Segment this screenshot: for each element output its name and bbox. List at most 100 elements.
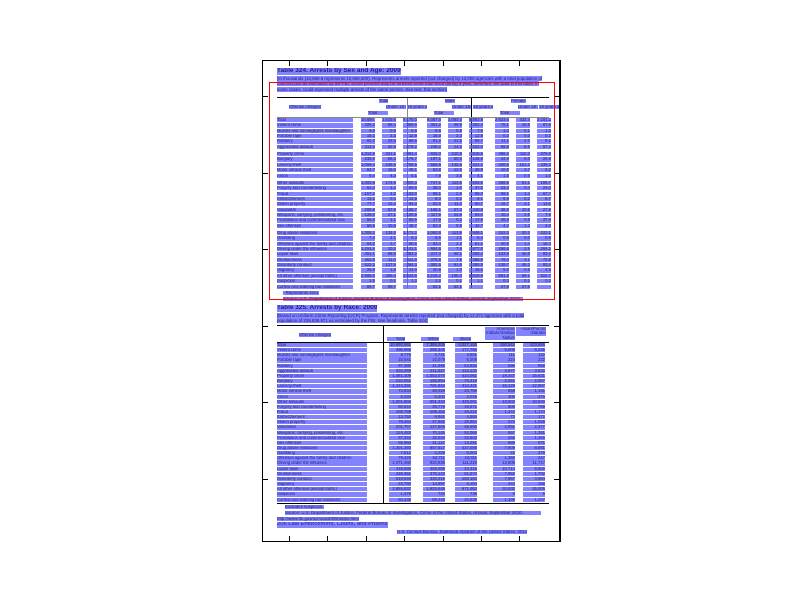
table-row: Larceny-theft 1,006.4 246.9 759.5 566.8 145.6… bbox=[277, 162, 551, 168]
table-row: Suspicion 1,476 726 736 8 6 bbox=[277, 492, 549, 497]
table-cell: 9,775 bbox=[389, 353, 411, 358]
table-cell: 0.2 bbox=[516, 196, 530, 202]
table-cell: 421.2 bbox=[469, 162, 483, 167]
tick-mark bbox=[263, 96, 268, 97]
table-cell: 27.9 bbox=[537, 207, 551, 212]
table-cell: 89.7 bbox=[361, 284, 375, 289]
table-cell: 111 bbox=[493, 353, 515, 358]
table-cell: 138.7 bbox=[403, 207, 417, 212]
table-cell: 1,515.6 bbox=[382, 118, 396, 123]
tick-mark bbox=[366, 61, 367, 66]
table-cell: 443 bbox=[493, 482, 515, 487]
table-row: Fraud 159,788 108,163 49,210 1,242 1,173 bbox=[277, 409, 549, 415]
table-cell: 256.8 bbox=[495, 180, 509, 186]
tick-mark bbox=[481, 536, 482, 541]
table-cell: 2.7 bbox=[516, 168, 530, 173]
table-cell: 884.8 bbox=[427, 247, 441, 252]
table-cell: 15.2 bbox=[361, 134, 375, 139]
table-cell: 10,079 bbox=[423, 358, 445, 363]
table-cell: 222.1 bbox=[537, 231, 551, 236]
table-cell: 259.2 bbox=[469, 252, 483, 257]
table-cell: 0.2 bbox=[448, 218, 462, 223]
table-cell: 7,389,208 bbox=[423, 343, 445, 348]
table-cell: 13.2 bbox=[361, 196, 375, 202]
table-cell: 100.9 bbox=[403, 212, 417, 218]
table-row: Weapons; carrying, possessing, etc. 128.0… bbox=[277, 212, 551, 218]
table-cell: 2,377 bbox=[523, 425, 545, 430]
table-cell: 6.9 bbox=[495, 196, 509, 202]
table-cell: 11.3 bbox=[448, 202, 462, 207]
table-cell: 522.2 bbox=[361, 263, 375, 268]
table-cell: 108,163 bbox=[423, 409, 445, 415]
table-cell: 1,141.1 bbox=[403, 247, 417, 252]
table-row: Suspicion 1.5 0.2 1.3 1.2 0.1 1.1 0.3 0.1 0.2 bbox=[277, 279, 551, 284]
table-cell: 29,954 bbox=[455, 420, 477, 425]
table-cell: 79,429 bbox=[389, 456, 411, 461]
table-cell: 2,087 bbox=[523, 379, 545, 384]
table-row: Motor vehicle theft 73,834 48,029 23,766 858… bbox=[277, 389, 549, 394]
row-label: Weapons; carrying, possessing, etc. bbox=[277, 212, 353, 218]
table-row: Other assaults 1,001,856 651,333 328,001 13,… bbox=[277, 399, 549, 405]
row-label: Arson bbox=[277, 173, 353, 178]
selection-rectangle bbox=[269, 82, 555, 300]
table-cell: 23,766 bbox=[455, 389, 477, 394]
table-cell: 1,001,856 bbox=[389, 399, 411, 404]
table-cell: 5.4 bbox=[469, 236, 483, 241]
table-cell: 13,609 bbox=[493, 461, 515, 466]
row-label: Motor vehicle theft bbox=[277, 389, 367, 394]
document-page: Table 324. Arrests by Sex and Age: 2009 … bbox=[262, 60, 561, 542]
row-label: Burglary bbox=[277, 157, 353, 162]
table-cell: - bbox=[469, 284, 483, 289]
table-cell: 22 bbox=[493, 451, 515, 456]
table-cell: 934,935 bbox=[423, 461, 445, 466]
table-cell: 622.7 bbox=[537, 273, 551, 278]
row-label: Offenses against the family and children bbox=[277, 456, 367, 461]
table-cell: 312.0 bbox=[361, 144, 375, 149]
table-cell: 58.1 bbox=[448, 252, 462, 257]
row-label: Driving under the influence bbox=[277, 461, 367, 466]
table-row: Robbery 97,380 41,999 53,826 596 959 bbox=[277, 363, 549, 369]
column-group-header: Total bbox=[379, 98, 389, 103]
table-cell: 432.4 bbox=[516, 118, 530, 123]
table-cell: 0.2 bbox=[382, 279, 396, 284]
row-label: Aggravated assault bbox=[277, 368, 367, 373]
table-row: Fraud 157.2 4.2 153.0 88.1 2.8 85.3 69.1 1.4 67.7 bbox=[277, 191, 551, 197]
table-cell: 197.1 bbox=[427, 157, 441, 162]
table-cell: 0.2 bbox=[537, 134, 551, 139]
table-cell: 101.3 bbox=[516, 162, 530, 167]
table-cell: 0.2 bbox=[448, 196, 462, 202]
row-label: Total bbox=[277, 118, 353, 123]
table-cell: 3.0 bbox=[537, 223, 551, 228]
table-cell: 2,051 bbox=[493, 379, 515, 384]
table-cell: 175.7 bbox=[403, 157, 417, 162]
table-cell: 15,631 bbox=[523, 373, 545, 379]
table-cell: 2,623.6 bbox=[495, 118, 509, 123]
table-cell: 1.2 bbox=[516, 223, 530, 228]
table-row: Arson 9.4 4.3 5.1 7.9 3.8 4.1 1.5 0.5 1.0 bbox=[277, 173, 551, 179]
row-label: Disorderly conduct bbox=[277, 476, 367, 482]
table-cell: 177,766 bbox=[455, 348, 477, 353]
table-row: Forgery and counterfeiting 60,844 39,779 19… bbox=[277, 404, 549, 410]
table-cell: 6.7 bbox=[537, 196, 551, 202]
table-cell: 1,003.9 bbox=[361, 180, 375, 186]
page-footer-source: U.S. Census Bureau, Statistical Abstract… bbox=[397, 530, 528, 535]
table-cell: 1,360 bbox=[493, 456, 515, 461]
table-cell: 64.7 bbox=[361, 168, 375, 173]
table-cell: 566.8 bbox=[427, 162, 441, 167]
row-label: Disorderly conduct bbox=[277, 263, 353, 268]
table-cell: 2.3 bbox=[382, 134, 396, 139]
column-header: American Indian/Alaskan Native bbox=[485, 327, 515, 341]
table-cell: 24,911 bbox=[455, 456, 477, 461]
table-cell: 11,717 bbox=[523, 461, 545, 466]
table-row: Sex offenses 56.5 10.8 45.7 52.3 9.6 42.7 4.2 1.… bbox=[277, 223, 551, 229]
table-cell: 2,955,637 bbox=[389, 487, 411, 492]
table-cell: 4,677 bbox=[493, 368, 515, 373]
rule bbox=[277, 117, 549, 118]
table-cell: 69.1 bbox=[516, 273, 530, 278]
table-cell: 877.0 bbox=[469, 247, 483, 252]
tick-mark bbox=[263, 402, 268, 403]
table-cell: 10,714 bbox=[493, 466, 515, 471]
table-cell: 359,058 bbox=[423, 466, 445, 471]
table-325-url[interactable]: http://www.fbi.gov/ucr/cius2009/index.ht… bbox=[277, 516, 359, 521]
table-cell: 376 bbox=[523, 394, 545, 399]
